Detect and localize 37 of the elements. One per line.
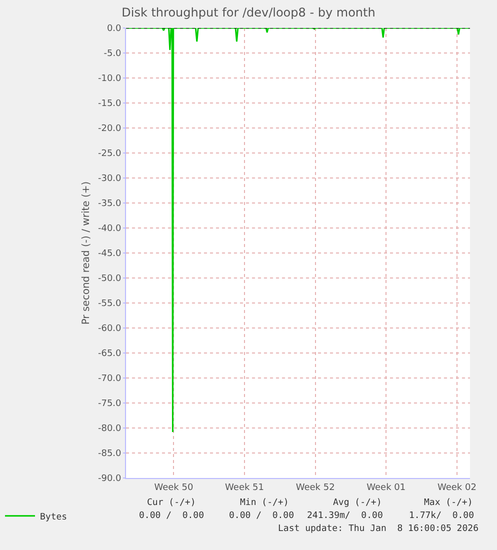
text: 0.00 / 0.00 — [229, 511, 294, 521]
y-tick-label: -35.0 — [98, 199, 122, 210]
legend-label: Bytes — [40, 512, 68, 522]
x-tick-label: Week 52 — [296, 482, 335, 493]
y-tick-label: -30.0 — [98, 174, 122, 184]
y-tick-label: -50.0 — [98, 274, 122, 284]
y-tick-label: -40.0 — [98, 224, 122, 234]
y-tick-label: -75.0 — [98, 399, 122, 410]
line-series — [126, 28, 470, 433]
y-tick-label: -10.0 — [98, 74, 122, 84]
text: 1.77k/ 0.00 — [409, 511, 474, 521]
text: Avg (-/+) — [333, 498, 382, 508]
text: 0.00 / 0.00 — [139, 511, 204, 521]
y-tick-label: -55.0 — [98, 299, 122, 310]
y-tick-label: -20.0 — [98, 124, 122, 134]
y-tick-label: -65.0 — [98, 349, 122, 360]
y-tick-label: -70.0 — [98, 374, 122, 384]
y-tick-label: -45.0 — [98, 249, 122, 260]
y-axis-title: Pr second read (-) / write (+) — [81, 181, 92, 325]
y-tick-label: -15.0 — [98, 99, 122, 110]
x-tick-label: Week 02 — [437, 482, 476, 493]
x-tick-label: Week 50 — [154, 482, 194, 493]
text: Min (-/+) — [240, 498, 289, 508]
y-tick-label: -80.0 — [98, 424, 122, 434]
y-tick-label: -5.0 — [104, 49, 122, 60]
y-tick-label: -60.0 — [98, 324, 122, 334]
x-tick-label: Week 51 — [225, 482, 264, 493]
y-tick-label: 0.0 — [106, 24, 122, 34]
y-tick-label: -25.0 — [98, 149, 122, 160]
text: Max (-/+) — [424, 498, 473, 508]
text: Last update: Thu Jan 8 16:00:05 2026 — [278, 524, 478, 534]
text: 241.39m/ 0.00 — [307, 511, 383, 521]
text: Cur (-/+) — [147, 498, 196, 508]
y-tick-label: -90.0 — [98, 474, 122, 484]
chart-title: Disk throughput for /dev/loop8 - by month — [122, 6, 376, 20]
x-tick-label: Week 01 — [366, 482, 406, 493]
y-tick-label: -85.0 — [98, 449, 122, 460]
